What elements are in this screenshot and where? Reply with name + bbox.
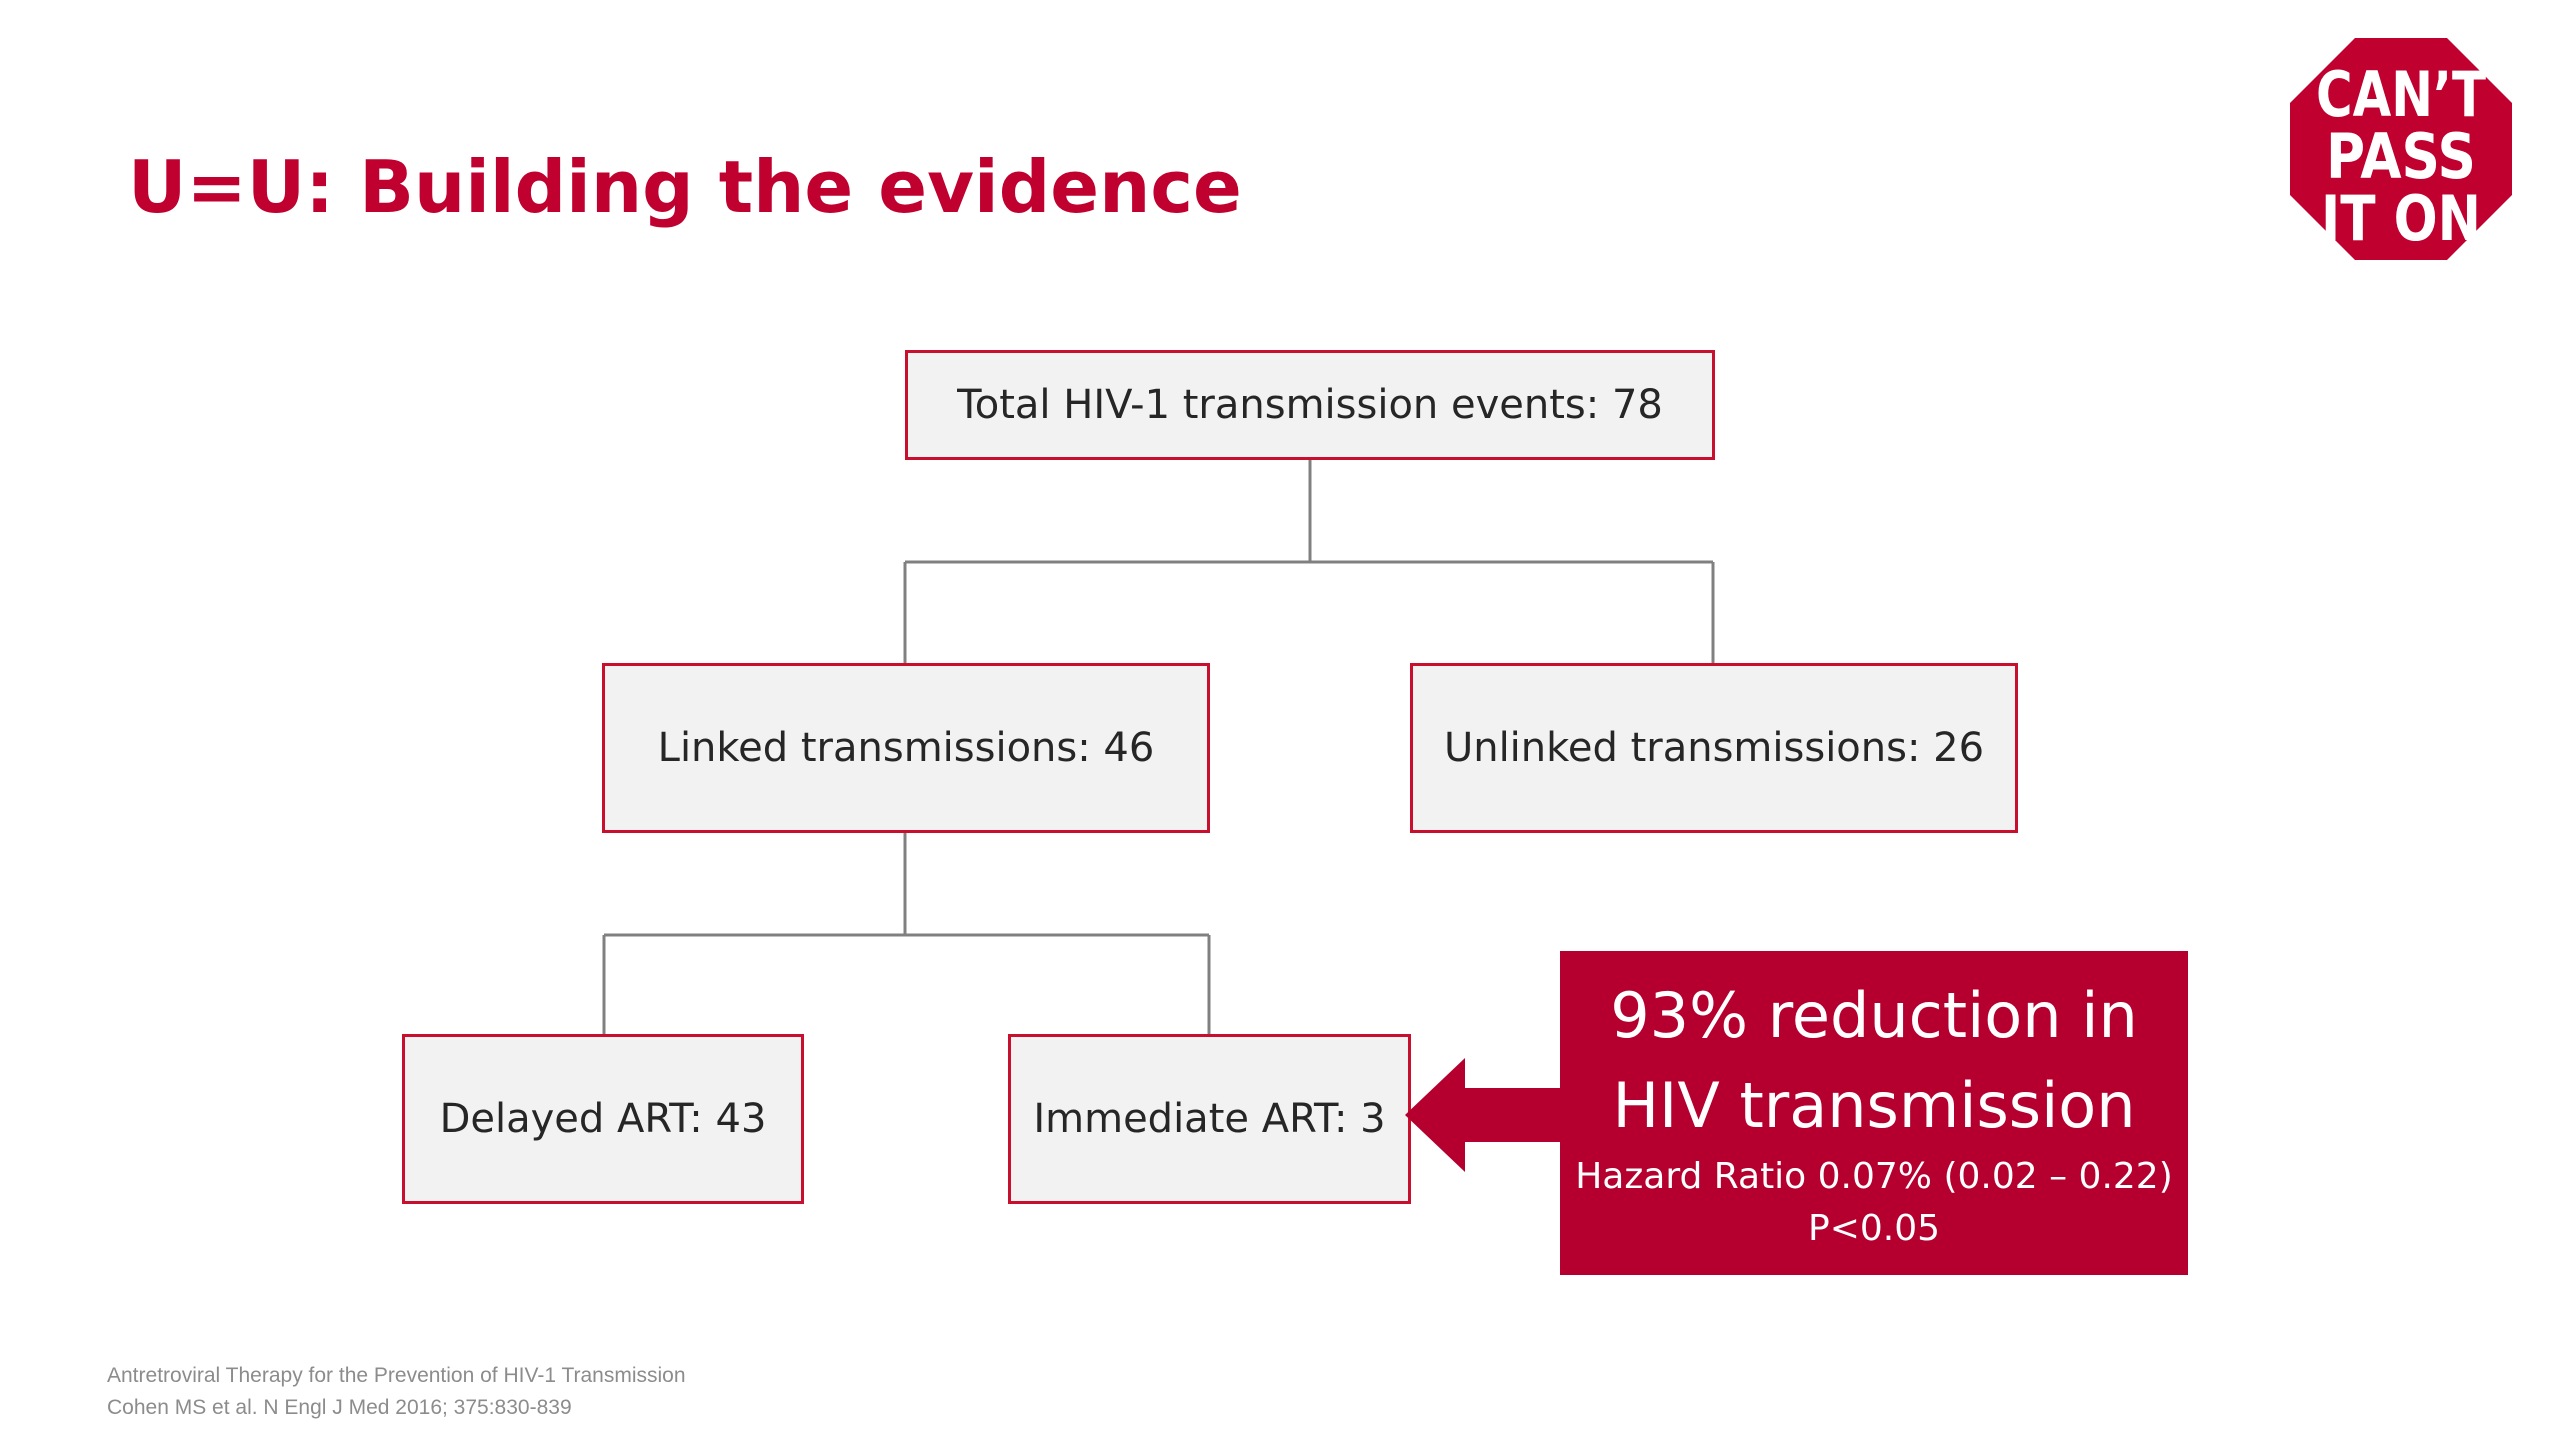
delayed-art-box: Delayed ART: 43: [402, 1034, 804, 1204]
octagon-shape: [2290, 38, 2512, 260]
connector-total-split: [903, 460, 1715, 665]
logo-line-2: PASS: [2326, 120, 2476, 193]
cant-pass-it-on-logo: CAN’T PASS IT ON: [2290, 38, 2512, 260]
left-arrow-icon: [1405, 1058, 1565, 1172]
slide-title: U=U: Building the evidence: [128, 145, 1242, 229]
logo-line-3: IT ON: [2321, 182, 2481, 255]
unlinked-transmissions-box: Unlinked transmissions: 26: [1410, 663, 2018, 833]
logo-line-1: CAN’T: [2316, 58, 2486, 131]
hazard-ratio-text: Hazard Ratio 0.07% (0.02 – 0.22): [1575, 1156, 2173, 1197]
linked-transmissions-label: Linked transmissions: 46: [657, 725, 1155, 771]
total-events-label: Total HIV-1 transmission events: 78: [957, 382, 1663, 428]
unlinked-transmissions-label: Unlinked transmissions: 26: [1443, 725, 1985, 771]
immediate-art-box: Immediate ART: 3: [1008, 1034, 1411, 1204]
linked-transmissions-box: Linked transmissions: 46: [602, 663, 1210, 833]
references: Antretroviral Therapy for the Prevention…: [107, 1360, 686, 1424]
reference-line-2: Cohen MS et al. N Engl J Med 2016; 375:8…: [107, 1396, 572, 1419]
total-events-box: Total HIV-1 transmission events: 78: [905, 350, 1715, 460]
connector-linked-split: [602, 832, 1211, 1035]
delayed-art-label: Delayed ART: 43: [439, 1096, 767, 1142]
callout-headline-1: 93% reduction in: [1610, 979, 2138, 1052]
p-value-text: P<0.05: [1807, 1208, 1941, 1249]
callout-headline-2: HIV transmission: [1612, 1069, 2136, 1142]
reduction-callout: 93% reduction in HIV transmission Hazard…: [1560, 951, 2188, 1275]
immediate-art-label: Immediate ART: 3: [1033, 1096, 1386, 1142]
reference-line-1: Antretroviral Therapy for the Prevention…: [107, 1364, 686, 1387]
